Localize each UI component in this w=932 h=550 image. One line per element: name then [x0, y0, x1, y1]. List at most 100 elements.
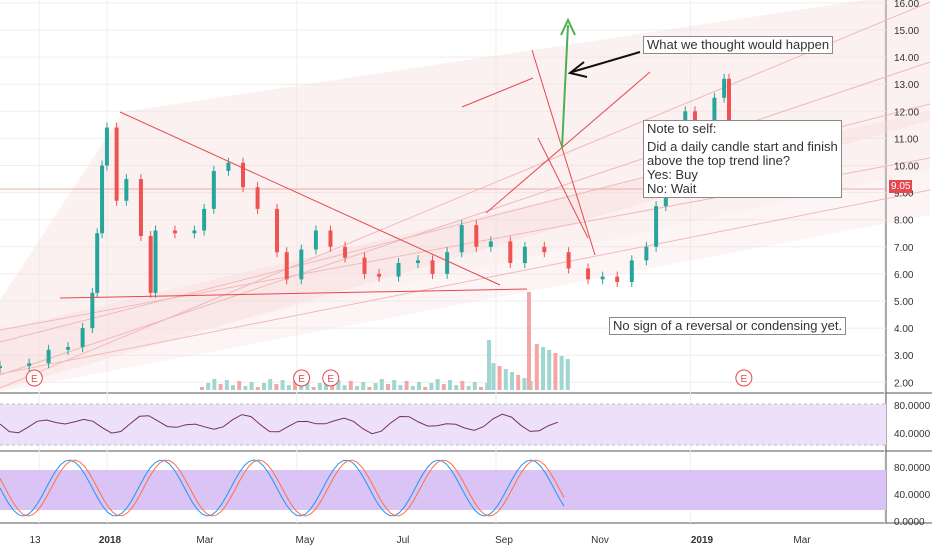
- volume-bar: [547, 350, 552, 390]
- price-axis-label: 6.00: [894, 270, 914, 281]
- candle-body: [192, 230, 197, 234]
- candle-body: [27, 363, 32, 367]
- candle-body: [654, 206, 659, 247]
- note-line: Yes: Buy: [647, 167, 698, 182]
- candle-body: [138, 179, 143, 236]
- candle-body: [343, 246, 348, 258]
- annotation-expected: What we thought would happen: [643, 36, 834, 54]
- candle-body: [124, 179, 129, 201]
- volume-bar: [330, 384, 335, 390]
- volume-bar: [255, 387, 260, 390]
- channel-upper-line: [461, 77, 534, 108]
- volume-bar: [237, 381, 242, 390]
- volume-bar: [212, 379, 217, 390]
- volume-bar: [472, 382, 477, 390]
- candle-body: [430, 260, 435, 274]
- earnings-marker: [25, 369, 43, 387]
- earnings-label: E: [741, 374, 748, 385]
- earnings-marker: [293, 369, 311, 387]
- last-price-label: 9.05: [889, 180, 913, 193]
- candle-body: [202, 208, 207, 231]
- volume-bar: [398, 385, 403, 390]
- price-axis-label: 9.00: [894, 189, 914, 200]
- price-axis-label: 16.00: [894, 0, 919, 10]
- stoch-d-line: [0, 459, 565, 517]
- candle-body: [114, 127, 119, 201]
- stoch-axis-label: 80.0000: [894, 463, 931, 474]
- candle-body: [284, 252, 289, 280]
- volume-bar: [423, 387, 428, 390]
- rsi-axis-label: 80.0000: [894, 401, 931, 412]
- volume-bar: [527, 292, 531, 390]
- volume-bar: [280, 380, 285, 390]
- candle-body: [90, 292, 95, 329]
- volume-bar: [268, 379, 273, 390]
- volume-bar: [249, 382, 254, 390]
- annotation-no-reversal: No sign of a reversal or condensing yet.: [609, 317, 847, 335]
- candle-body: [328, 230, 333, 247]
- candle-body: [299, 249, 304, 280]
- support-trend-line: [59, 288, 528, 299]
- descending-trend-line: [119, 111, 501, 286]
- candle-body: [415, 260, 420, 264]
- price-axis-label: 7.00: [894, 243, 914, 254]
- note-line: Did a daily candle start and finish: [647, 139, 838, 154]
- earnings-label: E: [31, 374, 38, 385]
- time-axis-label: Mar: [793, 535, 811, 546]
- volume-bar: [541, 347, 545, 390]
- volume-bar: [355, 386, 359, 390]
- volume-bar: [479, 387, 483, 390]
- time-axis-label: 2018: [99, 535, 122, 546]
- price-axis-label: 3.00: [894, 351, 914, 362]
- price-axis-label: 13.00: [894, 80, 919, 91]
- volume-bar: [373, 383, 378, 390]
- stoch-axis-label: 0.0000: [894, 517, 925, 528]
- candle-body: [226, 162, 231, 171]
- volume-bar: [348, 381, 353, 390]
- volume-bar: [293, 381, 297, 390]
- earnings-label: E: [327, 374, 334, 385]
- volume-bar: [386, 384, 390, 390]
- candle-body: [722, 78, 727, 98]
- candle-body: [0, 366, 2, 369]
- candle-body: [66, 347, 71, 350]
- volume-bar: [516, 375, 521, 390]
- candle-body: [313, 230, 318, 250]
- volume-bar: [367, 387, 372, 390]
- note-line: Note to self:: [647, 121, 717, 136]
- volume-bar: [466, 386, 471, 390]
- candle-body: [153, 230, 158, 293]
- volume-bar: [243, 386, 248, 390]
- candle-body: [362, 257, 367, 274]
- earnings-marker: [735, 369, 753, 387]
- volume-bar: [231, 385, 235, 390]
- candle-body: [100, 165, 105, 234]
- volume-bar: [503, 369, 508, 390]
- time-axis-label: Jul: [397, 535, 410, 546]
- candle-body: [46, 349, 51, 364]
- volume-bar: [491, 363, 496, 390]
- volume-bar: [299, 386, 304, 390]
- volume-bar: [435, 379, 440, 390]
- price-axis-label: 2.00: [894, 378, 914, 389]
- candle-body: [95, 233, 100, 293]
- price-axis-label: 5.00: [894, 297, 914, 308]
- price-axis-label: 14.00: [894, 53, 919, 64]
- stoch-axis-label: 40.0000: [894, 490, 931, 501]
- candle-body: [459, 225, 464, 253]
- volume-bar: [361, 382, 366, 390]
- candle-body: [586, 268, 591, 280]
- volume-bar: [565, 359, 570, 390]
- candle-body: [445, 252, 450, 274]
- candle-body: [615, 276, 620, 283]
- rsi-axis-label: 40.0000: [894, 429, 931, 440]
- candle-body: [148, 235, 153, 293]
- candle-body: [629, 260, 634, 283]
- candle-body: [377, 273, 382, 277]
- candle-body: [241, 162, 245, 188]
- volume-bar: [224, 380, 229, 390]
- note-line: above the top trend line?: [647, 153, 791, 168]
- price-axis-label: 10.00: [894, 162, 919, 173]
- candle-body: [255, 187, 260, 209]
